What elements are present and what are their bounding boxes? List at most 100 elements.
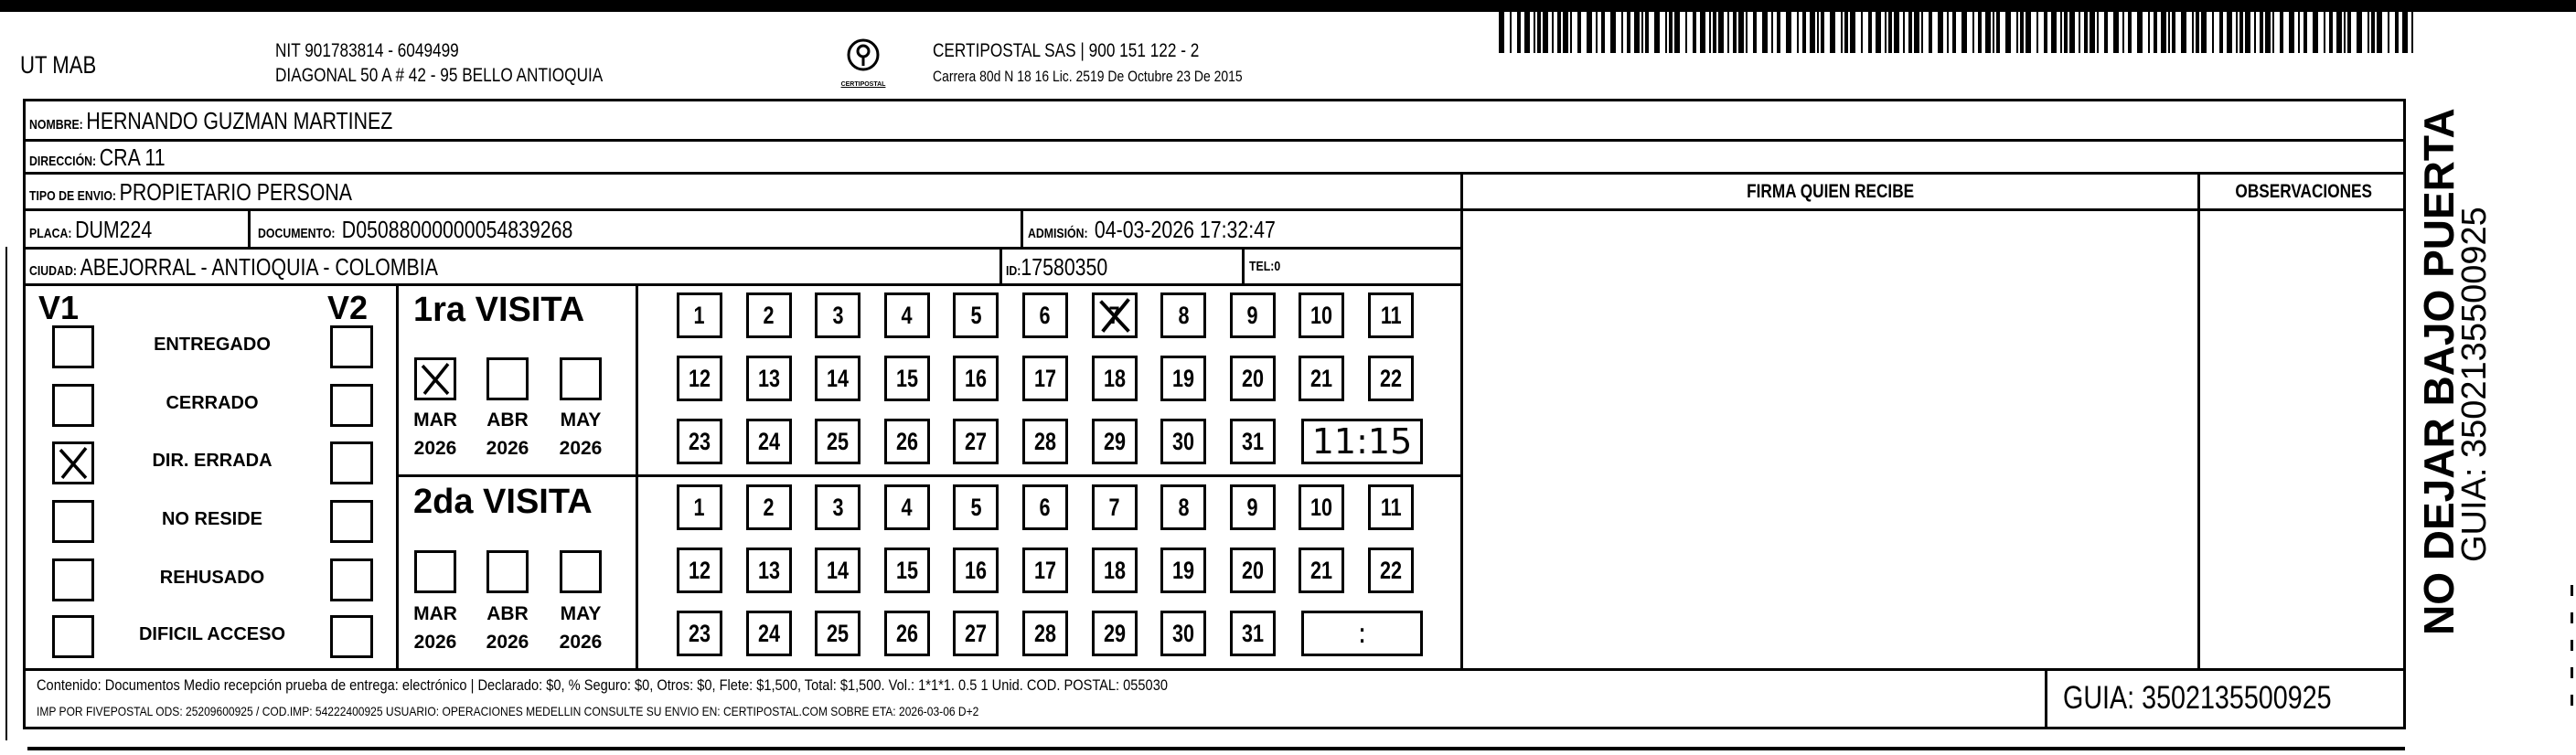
day-number: 16 (965, 364, 988, 392)
v1-checkbox-dificil-acceso[interactable] (52, 615, 94, 658)
divider (23, 283, 1462, 286)
day-box[interactable]: 30 (1160, 419, 1207, 464)
day-box[interactable]: 22 (1368, 356, 1414, 401)
day-box[interactable]: 24 (745, 611, 792, 656)
day-box[interactable]: 23 (677, 611, 722, 656)
day-box[interactable]: 13 (745, 548, 792, 593)
day-box[interactable]: 11 (1368, 484, 1414, 530)
month-checkbox-mar[interactable] (414, 550, 456, 593)
day-box[interactable]: 21 (1299, 548, 1345, 593)
day-box[interactable]: 15 (883, 356, 930, 401)
time-field[interactable]: 11:15 (1301, 419, 1423, 464)
day-box[interactable]: 8 (1160, 484, 1207, 530)
day-box[interactable]: 17 (1022, 548, 1068, 593)
day-box[interactable]: 18 (1091, 356, 1138, 401)
day-box[interactable]: 12 (677, 548, 722, 593)
day-box[interactable]: 3 (815, 484, 861, 530)
day-box[interactable]: 28 (1022, 419, 1068, 464)
day-box[interactable]: 30 (1160, 611, 1207, 656)
barcode-bar (1524, 8, 1530, 53)
day-box[interactable]: 1 (677, 292, 722, 338)
month-checkbox-mar[interactable] (414, 357, 456, 400)
day-box[interactable]: 21 (1299, 356, 1345, 401)
day-box[interactable]: 26 (883, 611, 930, 656)
day-box[interactable]: 7 (1091, 292, 1138, 338)
barcode-bar (1810, 8, 1815, 53)
day-box[interactable]: 4 (883, 484, 930, 530)
v1-checkbox-no-reside[interactable] (52, 500, 94, 543)
day-box[interactable]: 31 (1229, 419, 1276, 464)
day-box[interactable]: 10 (1299, 292, 1345, 338)
day-box[interactable]: 9 (1229, 292, 1276, 338)
barcode-bar (2064, 8, 2068, 53)
day-box[interactable]: 18 (1091, 548, 1138, 593)
day-box[interactable]: 8 (1160, 292, 1207, 338)
day-box[interactable]: 26 (883, 419, 930, 464)
carrier-license: Carrera 80d N 18 16 Lic. 2519 De Octubre… (933, 68, 1310, 86)
v2-checkbox-rehusado[interactable] (330, 558, 373, 601)
day-box[interactable]: 16 (953, 356, 999, 401)
field-tipo-envio: TIPO DE ENVIO: PROPIETARIO PERSONA (29, 175, 422, 209)
day-number: 29 (1103, 427, 1126, 455)
day-box[interactable]: 20 (1229, 548, 1276, 593)
v2-checkbox-entregado[interactable] (330, 325, 373, 368)
barcode-bar (1733, 8, 1737, 53)
day-box[interactable]: 6 (1022, 292, 1068, 338)
day-number: 24 (757, 427, 780, 455)
day-box[interactable]: 14 (815, 548, 861, 593)
day-box[interactable]: 5 (953, 292, 999, 338)
day-number: 8 (1178, 301, 1190, 329)
v1-checkbox-rehusado[interactable] (52, 558, 94, 601)
day-box[interactable]: 2 (745, 292, 792, 338)
day-box[interactable]: 7 (1091, 484, 1138, 530)
day-box[interactable]: 29 (1091, 611, 1138, 656)
month-checkbox-may[interactable] (560, 357, 602, 400)
time-field[interactable]: : (1301, 611, 1423, 656)
signature-field[interactable] (1463, 211, 2197, 668)
nit-text: NIT 901783814 - 6049499 (275, 40, 459, 61)
day-box[interactable]: 25 (815, 611, 861, 656)
day-box[interactable]: 22 (1368, 548, 1414, 593)
v2-checkbox-no-reside[interactable] (330, 500, 373, 543)
day-box[interactable]: 19 (1160, 356, 1207, 401)
day-box[interactable]: 2 (745, 484, 792, 530)
day-box[interactable]: 28 (1022, 611, 1068, 656)
v1-checkbox-dir-errada[interactable] (52, 441, 94, 484)
day-box[interactable]: 6 (1022, 484, 1068, 530)
day-box[interactable]: 27 (953, 419, 999, 464)
month-checkbox-abr[interactable] (486, 550, 529, 593)
day-box[interactable]: 9 (1229, 484, 1276, 530)
v2-checkbox-cerrado[interactable] (330, 384, 373, 427)
day-box[interactable]: 15 (883, 548, 930, 593)
day-box[interactable]: 27 (953, 611, 999, 656)
day-box[interactable]: 3 (815, 292, 861, 338)
day-box[interactable]: 20 (1229, 356, 1276, 401)
day-box[interactable]: 17 (1022, 356, 1068, 401)
day-number: 31 (1241, 619, 1264, 647)
day-box[interactable]: 23 (677, 419, 722, 464)
company-nit: NIT 901783814 - 6049499 (275, 40, 499, 62)
day-box[interactable]: 16 (953, 548, 999, 593)
day-box[interactable]: 11 (1368, 292, 1414, 338)
day-box[interactable]: 13 (745, 356, 792, 401)
day-box[interactable]: 31 (1229, 611, 1276, 656)
month-checkbox-may[interactable] (560, 550, 602, 593)
day-box[interactable]: 24 (745, 419, 792, 464)
v2-checkbox-dir-errada[interactable] (330, 441, 373, 484)
day-box[interactable]: 14 (815, 356, 861, 401)
barcode-bar (1771, 8, 1773, 53)
observaciones-field[interactable] (2200, 211, 2403, 668)
day-box[interactable]: 1 (677, 484, 722, 530)
v1-checkbox-cerrado[interactable] (52, 384, 94, 427)
day-box[interactable]: 5 (953, 484, 999, 530)
day-box[interactable]: 19 (1160, 548, 1207, 593)
day-box[interactable]: 12 (677, 356, 722, 401)
day-box[interactable]: 25 (815, 419, 861, 464)
v1-checkbox-entregado[interactable] (52, 325, 94, 368)
day-box[interactable]: 10 (1299, 484, 1345, 530)
month-checkbox-abr[interactable] (486, 357, 529, 400)
day-number: 28 (1033, 619, 1057, 647)
day-box[interactable]: 4 (883, 292, 930, 338)
v2-checkbox-dificil-acceso[interactable] (330, 615, 373, 658)
day-box[interactable]: 29 (1091, 419, 1138, 464)
